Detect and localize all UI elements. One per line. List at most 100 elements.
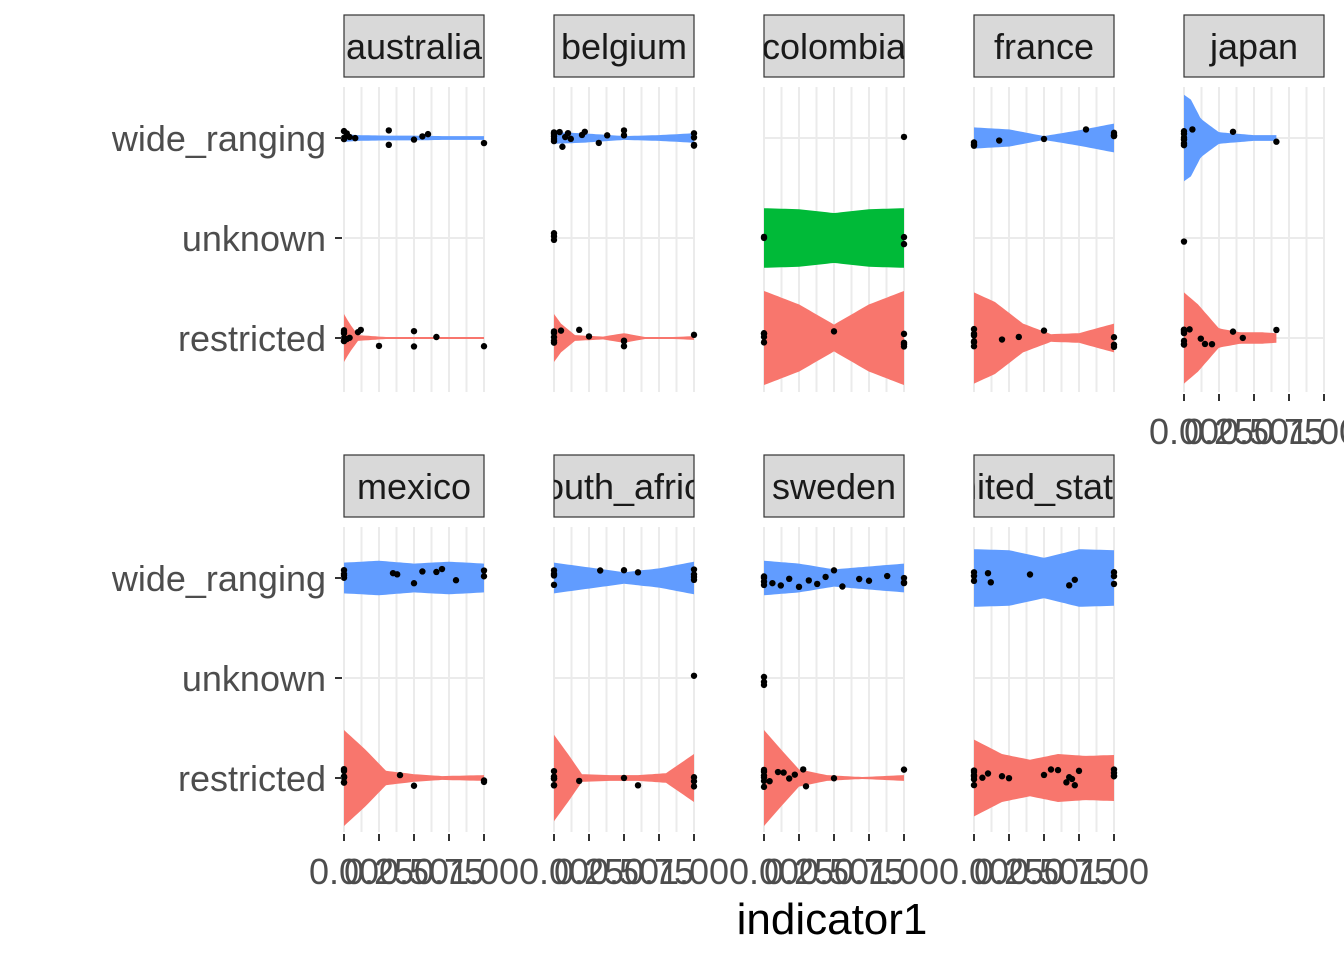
y-tick-label: unknown <box>182 658 326 699</box>
data-point-restricted <box>774 768 782 776</box>
data-point-restricted <box>984 770 992 777</box>
violin-restricted <box>344 730 484 826</box>
data-point-restricted <box>1110 772 1118 780</box>
data-point-wide-ranging <box>690 134 698 141</box>
facet-strip-label: colombia <box>762 26 907 67</box>
data-point-unknown <box>550 233 558 240</box>
y-tick-label: restricted <box>178 758 326 799</box>
data-point-restricted <box>620 774 628 782</box>
data-point-unknown <box>900 240 908 248</box>
data-point-restricted <box>410 327 418 335</box>
data-point-wide-ranging <box>480 567 488 574</box>
x-tick-label: 0.00 <box>939 851 1009 892</box>
data-point-restricted <box>690 783 698 790</box>
violin-wide-ranging <box>1184 94 1277 182</box>
x-tick-label: 0.50 <box>589 851 659 892</box>
data-point-wide-ranging <box>970 577 978 585</box>
data-point-wide-ranging <box>597 567 604 574</box>
data-point-wide-ranging <box>1273 138 1280 145</box>
violin-restricted <box>344 314 484 362</box>
data-point-restricted <box>480 343 488 350</box>
violin-restricted <box>974 292 1114 384</box>
data-point-restricted <box>1110 766 1118 773</box>
data-point-wide-ranging <box>438 565 446 573</box>
data-point-restricted <box>620 337 628 344</box>
data-point-wide-ranging <box>410 580 418 587</box>
data-point-restricted <box>1180 340 1188 348</box>
data-point-restricted <box>480 777 488 784</box>
data-point-restricted <box>550 773 558 780</box>
data-point-restricted <box>346 334 353 341</box>
data-point-restricted <box>760 768 768 775</box>
violin-restricted <box>1184 292 1277 384</box>
facet-strip <box>973 454 1115 518</box>
data-point-restricted <box>1186 326 1193 333</box>
data-point-restricted <box>766 777 773 785</box>
data-point-restricted <box>375 342 383 350</box>
data-point-wide-ranging <box>805 577 812 584</box>
x-tick-label: 0.50 <box>379 851 449 892</box>
x-tick-label: 0.00 <box>1149 411 1219 452</box>
facet-strip <box>973 14 1115 78</box>
data-point-restricted <box>760 777 768 785</box>
data-point-wide-ranging <box>814 580 821 588</box>
data-point-unknown <box>690 672 698 679</box>
data-point-wide-ranging <box>900 574 908 582</box>
data-point-restricted <box>970 781 978 789</box>
facet-panel-mexico: mexicowide_rangingunknownrestricted0.000… <box>111 454 519 892</box>
data-point-restricted <box>791 771 798 778</box>
data-point-wide-ranging <box>550 572 558 579</box>
data-point-wide-ranging <box>865 577 873 584</box>
data-point-wide-ranging <box>1180 141 1188 149</box>
data-point-restricted <box>1075 767 1083 775</box>
data-point-wide-ranging <box>1071 576 1079 583</box>
data-point-wide-ranging <box>564 129 572 137</box>
facet-strip-label: france <box>994 26 1094 67</box>
x-tick-label: 0.25 <box>554 851 624 892</box>
data-point-wide-ranging <box>1229 128 1237 135</box>
data-point-restricted <box>1054 766 1062 774</box>
data-point-restricted <box>634 782 642 789</box>
data-point-restricted <box>690 331 698 339</box>
y-tick-label: unknown <box>182 218 326 259</box>
data-point-restricted <box>690 774 698 781</box>
data-point-restricted <box>340 765 348 773</box>
x-tick-label: 0.75 <box>624 851 694 892</box>
data-point-restricted <box>970 768 978 776</box>
data-point-restricted <box>760 783 768 791</box>
data-point-wide-ranging <box>1026 571 1034 578</box>
data-point-wide-ranging <box>581 128 588 135</box>
data-point-restricted <box>557 327 565 334</box>
data-point-unknown <box>760 233 768 241</box>
data-point-wide-ranging <box>984 569 992 577</box>
x-tick-label: 0.75 <box>1254 411 1324 452</box>
data-point-wide-ranging <box>550 137 558 145</box>
facet-strip-label: south_africa <box>526 466 723 507</box>
data-point-wide-ranging <box>410 136 418 143</box>
data-point-wide-ranging <box>385 141 392 149</box>
data-point-wide-ranging <box>690 566 698 573</box>
data-point-restricted <box>1180 327 1188 334</box>
data-point-restricted <box>1005 774 1013 782</box>
data-point-wide-ranging <box>352 134 359 142</box>
data-point-restricted <box>979 774 986 781</box>
data-point-restricted <box>970 343 978 350</box>
data-point-wide-ranging <box>550 130 558 138</box>
data-point-wide-ranging <box>690 573 698 581</box>
data-point-restricted <box>998 773 1006 780</box>
data-point-wide-ranging <box>394 571 401 578</box>
x-tick-label: 0.25 <box>1184 411 1254 452</box>
data-point-wide-ranging <box>884 572 891 580</box>
data-point-restricted <box>760 339 768 346</box>
data-point-wide-ranging <box>786 575 793 583</box>
data-point-restricted <box>786 775 793 782</box>
data-point-wide-ranging <box>340 135 348 143</box>
facet-panel-united-states: united_states 0.000.250.500.751.00 <box>939 454 1149 892</box>
x-axis-title: indicator1 <box>737 895 928 944</box>
data-point-restricted <box>1071 782 1079 789</box>
data-point-restricted <box>760 330 768 337</box>
data-point-restricted <box>1040 327 1048 334</box>
x-tick-label: 1.00 <box>449 851 519 892</box>
data-point-wide-ranging <box>340 572 348 579</box>
